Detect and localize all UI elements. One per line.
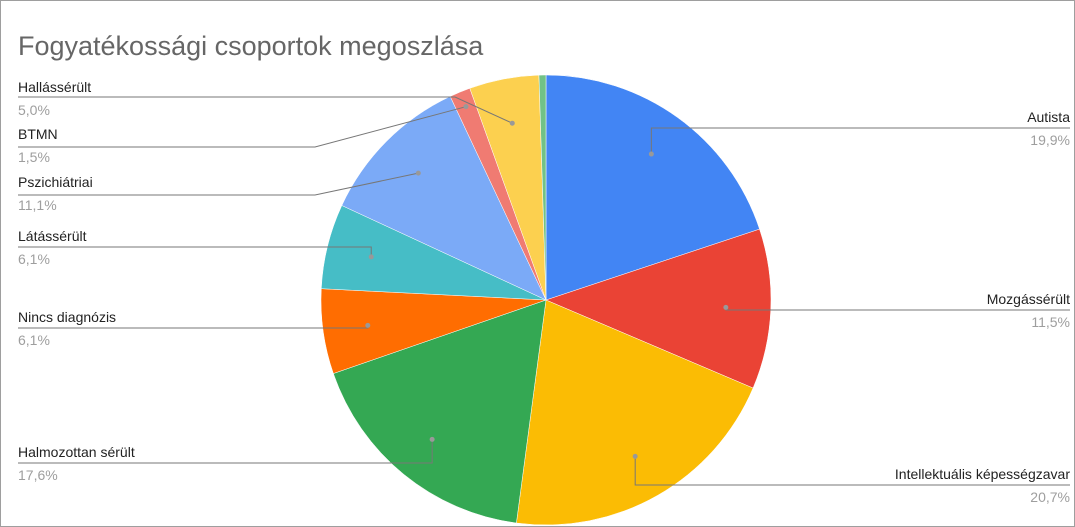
slice-value: 6,1% — [18, 251, 50, 267]
slice-label: Mozgássérült — [987, 291, 1070, 307]
slice-label: Látássérült — [18, 228, 87, 244]
leader-line — [18, 106, 467, 148]
leader-dot — [429, 436, 435, 442]
pie-slice — [333, 299, 547, 524]
slice-label: Intellektuális képességzavar — [895, 466, 1070, 482]
slice-label: Autista — [1027, 109, 1070, 125]
slice-label: BTMN — [18, 126, 58, 142]
leader-line — [650, 127, 1070, 155]
slice-value: 6,1% — [18, 332, 50, 348]
leader-line — [634, 456, 1070, 486]
slice-label: Hallássérült — [18, 79, 91, 95]
leader-dot — [723, 304, 729, 310]
slice-value: 19,9% — [1030, 132, 1070, 148]
leader-line — [18, 172, 419, 196]
slice-value: 20,7% — [1030, 489, 1070, 505]
slice-label: Nincs diagnózis — [18, 309, 116, 325]
leader-dot — [415, 170, 421, 176]
leader-dot — [463, 104, 469, 110]
slice-label: Halmozottan sérült — [18, 444, 135, 460]
leader-line — [18, 96, 513, 124]
leader-dot — [632, 453, 638, 459]
leader-dot — [509, 120, 515, 126]
pie-slice — [516, 299, 754, 526]
pie-slice — [341, 96, 547, 301]
leader-dot — [365, 322, 371, 328]
leader-dot — [368, 254, 374, 260]
pie-slice — [538, 74, 547, 301]
leader-line — [18, 246, 372, 257]
leader-line — [18, 439, 433, 464]
leader-dot — [648, 151, 654, 157]
slice-label: Pszichiátriai — [18, 174, 93, 190]
slice-value: 1,5% — [18, 149, 50, 165]
pie-slice — [545, 228, 772, 389]
chart-title: Fogyatékossági csoportok megoszlása — [18, 31, 484, 61]
slice-value: 11,5% — [1031, 314, 1070, 330]
slice-value: 11,1% — [18, 197, 57, 213]
slice-value: 17,6% — [18, 467, 58, 483]
pie-slice — [545, 74, 760, 301]
slice-value: 5,0% — [18, 102, 50, 118]
